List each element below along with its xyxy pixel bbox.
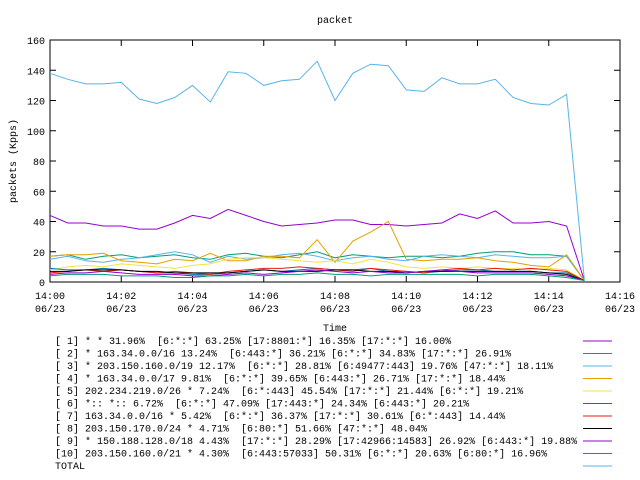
- series-line: [49, 208, 585, 281]
- legend-label: [ 8] 203.150.170.0/24 * 4.71% [6:80:*] 5…: [55, 424, 427, 436]
- y-tick-label: 20: [33, 249, 45, 260]
- legend-label: TOTAL: [55, 462, 85, 473]
- y-tick-label: 0: [39, 279, 45, 290]
- x-tick-label: 14:00 06/23: [35, 292, 65, 316]
- y-tick-label: 60: [33, 188, 45, 199]
- y-tick-label: 120: [27, 98, 45, 109]
- y-tick-label: 100: [27, 128, 45, 139]
- y-tick-label: 140: [27, 67, 45, 78]
- x-axis-title: Time: [323, 323, 347, 335]
- x-tick-label: 14:06 06/23: [249, 292, 279, 316]
- legend-label: [ 4] * 163.34.0.0/17 9.81% [6:*:*] 39.65…: [55, 374, 505, 386]
- chart-title: packet: [317, 15, 353, 27]
- series-line: [49, 269, 585, 281]
- x-tick-label: 14:14 06/23: [534, 292, 564, 316]
- y-axis-title: packets (Kpps): [8, 119, 20, 203]
- series-line: [50, 269, 585, 281]
- series-line: [49, 272, 585, 281]
- legend-label: [ 6] *:: *:: 6.72% [6:*:*] 47.09% [17:44…: [55, 399, 469, 411]
- series-line: [49, 60, 585, 281]
- legend-label: [ 2] * 163.34.0.0/16 13.24% [6:443:*] 36…: [55, 349, 511, 361]
- y-tick-label: 80: [33, 158, 45, 169]
- x-tick-label: 14:02 06/23: [106, 292, 136, 316]
- legend-label: [10] 203.150.160.0/21 * 4.30% [6:443:570…: [55, 449, 547, 461]
- legend-label: [ 7] 163.34.0.0/16 * 5.42% [6:*:*] 36.37…: [55, 411, 505, 423]
- legend-label: [ 3] * 203.150.160.0/19 12.17% [6:*:*] 2…: [55, 361, 553, 373]
- x-tick-label: 14:08 06/23: [320, 292, 350, 316]
- y-tick-label: 40: [33, 219, 45, 230]
- legend-label: [ 1] * * 31.96% [6:*:*] 63.25% [17:8801:…: [55, 336, 451, 348]
- x-tick-label: 14:12 06/23: [462, 292, 492, 316]
- series-line: [49, 220, 585, 281]
- legend-label: [ 5] 202.234.219.0/26 * 7.24% [6:*:443] …: [55, 386, 523, 398]
- series-line: [49, 251, 585, 281]
- x-tick-label: 14:10 06/23: [391, 292, 421, 316]
- x-tick-label: 14:04 06/23: [177, 292, 207, 316]
- x-tick-label: 14:16 06/23: [605, 292, 635, 316]
- legend-label: [ 9] * 150.188.128.0/18 4.43% [17:*:*] 2…: [55, 436, 577, 448]
- y-tick-label: 160: [27, 37, 45, 48]
